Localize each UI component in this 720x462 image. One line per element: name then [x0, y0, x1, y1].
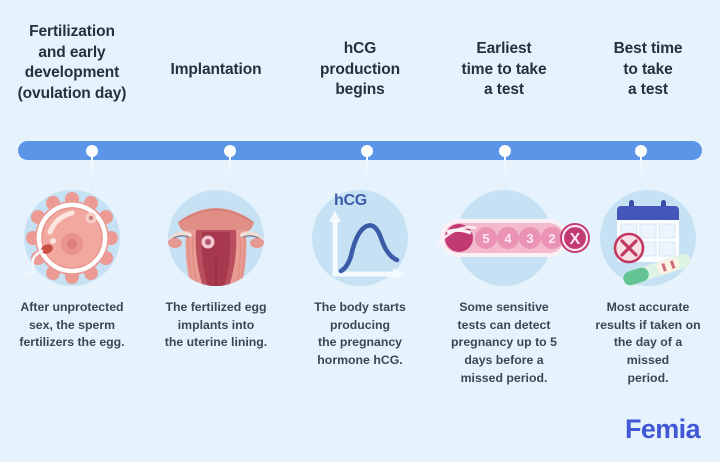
timeline-marker-dot	[499, 144, 511, 157]
caption-col-4: Some sensitive tests can detect pregnanc…	[432, 299, 576, 399]
stage-title: Earliest time to take a test	[461, 40, 547, 99]
stage-title: Best time to take a test	[613, 40, 683, 99]
illustration-disc	[24, 189, 120, 286]
caption-col-1: After unprotected sex, the sperm fertili…	[0, 299, 144, 399]
countdown-days-icon: 5 4 3 2	[437, 218, 590, 257]
timeline-marker-dot	[86, 144, 98, 157]
stage-title-col-4: Earliest time to take a test	[432, 22, 576, 132]
timeline-bar	[18, 141, 702, 160]
countdown-day-2: 2	[548, 231, 555, 246]
stage-title-col-3: hCG production begins	[288, 22, 432, 132]
timeline-marker-dot	[361, 144, 373, 157]
egg-sperm-icon	[24, 191, 118, 284]
stage-caption: After unprotected sex, the sperm fertili…	[19, 300, 125, 350]
stage-illustrations-row: hCG 5	[0, 185, 720, 290]
calendar-test-icon	[613, 199, 691, 285]
illustration-disc: 5 4 3 2	[437, 189, 590, 286]
timeline-marker-dot	[224, 144, 236, 157]
hcg-curve-chart-icon	[329, 210, 404, 280]
caption-col-2: The fertilized egg implants into the ute…	[144, 299, 288, 399]
timeline-stem	[366, 150, 368, 188]
caption-col-5: Most accurate results if taken on the da…	[576, 299, 720, 399]
timeline-stem	[640, 150, 642, 188]
timeline-stem	[91, 150, 93, 188]
stage-title: Fertilization and early development (ovu…	[17, 23, 127, 102]
femia-logo: Femia	[624, 414, 701, 444]
stage-title-col-2: Implantation	[144, 22, 288, 132]
illustration-col-2	[144, 185, 288, 290]
stage-caption: The fertilized egg implants into the ute…	[164, 300, 268, 350]
caption-col-3: The body starts producing the pregnancy …	[288, 299, 432, 399]
stage-caption: Most accurate results if taken on the da…	[595, 300, 701, 385]
timeline	[0, 141, 720, 188]
illustration-disc: hCG	[312, 189, 408, 286]
timeline-stem	[504, 150, 506, 188]
stage-caption: The body starts producing the pregnancy …	[314, 300, 406, 368]
illustration-col-5	[576, 185, 720, 290]
uterus-icon	[168, 207, 264, 286]
illustration-col-1	[0, 185, 144, 290]
stage-title: hCG production begins	[320, 40, 400, 99]
illustration-col-3: hCG	[288, 185, 432, 290]
illustration-disc	[600, 189, 696, 286]
hcg-chart-label: hCG	[334, 191, 367, 209]
illustration-disc	[168, 189, 264, 286]
stage-title-col-5: Best time to take a test	[576, 22, 720, 132]
stage-title-col-1: Fertilization and early development (ovu…	[0, 22, 144, 132]
stage-captions-row: After unprotected sex, the sperm fertili…	[0, 299, 720, 399]
countdown-day-5: 5	[482, 231, 489, 246]
timeline-stem	[229, 150, 231, 188]
countdown-day-4: 4	[504, 231, 512, 246]
illustration-col-4: 5 4 3 2	[432, 185, 590, 290]
countdown-day-3: 3	[526, 231, 533, 246]
stage-caption: Some sensitive tests can detect pregnanc…	[451, 300, 557, 385]
stage-title: Implantation	[170, 61, 262, 78]
countdown-missed-period-x: X	[570, 231, 581, 248]
stage-titles-row: Fertilization and early development (ovu…	[0, 22, 720, 132]
timeline-marker-dot	[635, 144, 647, 157]
